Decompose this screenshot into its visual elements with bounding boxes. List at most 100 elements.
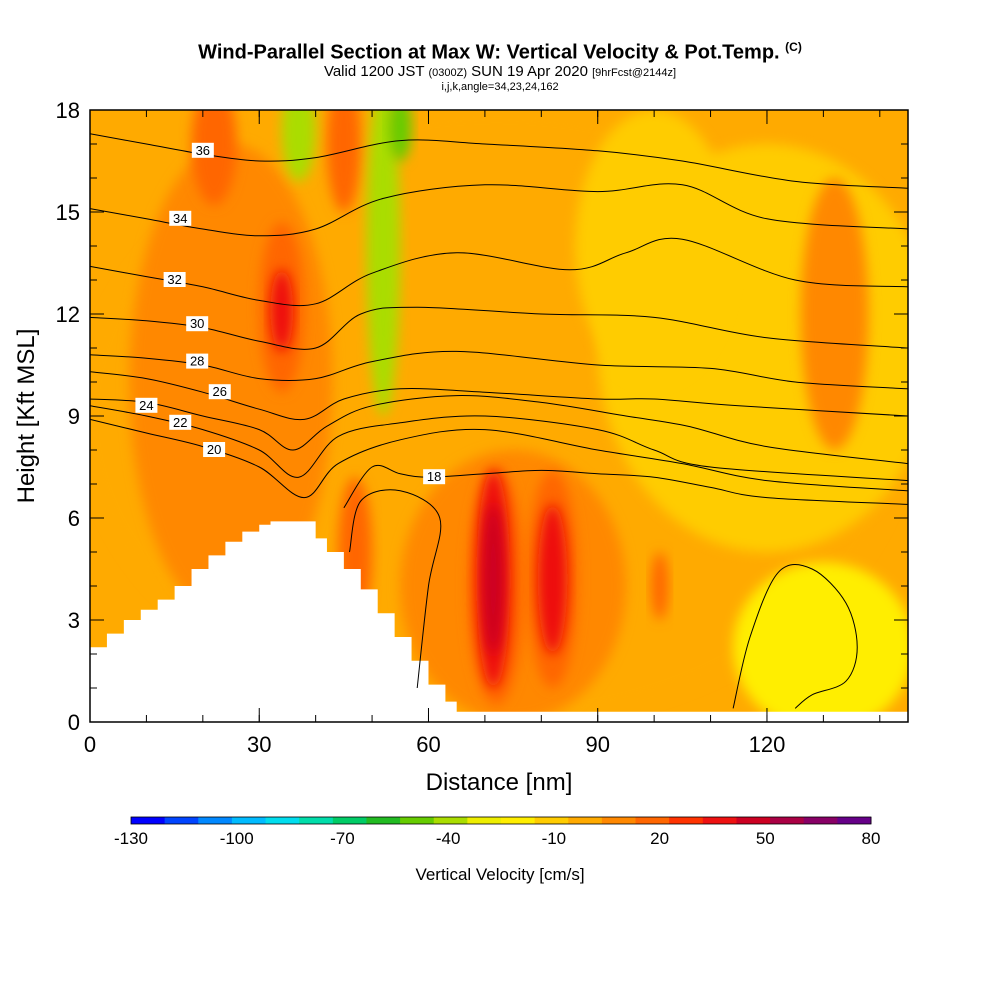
svg-text:36: 36 [196,143,210,158]
colorbar-tick-label: 80 [862,829,881,848]
y-tick-label: 3 [68,608,80,633]
colorbar-swatch [837,817,872,824]
colorbar-swatch [198,817,233,824]
x-tick-label: 90 [585,732,609,757]
svg-text:20: 20 [207,442,221,457]
terrain [90,521,908,722]
x-tick-label: 60 [416,732,440,757]
velocity-region [483,504,504,654]
colorbar-swatch [332,817,367,824]
velocity-region [191,110,237,206]
svg-text:34: 34 [173,211,187,226]
forecast-info: [9hrFcst@2144z] [592,66,677,79]
colorbar-swatch [400,817,435,824]
y-tick-label: 9 [68,404,80,429]
svg-text:30: 30 [190,316,204,331]
y-tick-label: 6 [68,506,80,531]
velocity-region [270,269,294,352]
colorbar-swatch [366,817,401,824]
velocity-region [800,178,869,450]
theta-contour-label: 28 [186,353,209,369]
x-tick-label: 120 [749,732,786,757]
svg-text:18: 18 [427,469,441,484]
velocity-region [733,562,908,722]
y-tick-label: 0 [68,710,80,735]
theta-contour-line [90,183,908,237]
theta-contour-label: 36 [191,142,214,158]
x-axis-title: Distance [nm] [426,769,573,796]
valid-time: Valid 1200 JST [323,62,425,80]
theta-contour-label: 24 [135,397,158,413]
copyright-mark: (C) [785,40,802,54]
velocity-region [388,110,412,161]
section-params: i,j,k,angle=34,23,24,162 [441,80,559,93]
theta-contour-label: 22 [169,414,192,430]
chart-title: Wind-Parallel Section at Max W: Vertical… [0,36,1000,64]
velocity-region [651,552,669,620]
colorbar-tick-label: -70 [330,829,355,848]
theta-contour-label: 26 [208,384,231,400]
svg-text:28: 28 [190,354,204,369]
valid-date: SUN 19 Apr 2020 [471,62,588,80]
svg-text:26: 26 [213,384,227,399]
colorbar-tick-label: -10 [542,829,567,848]
colorbar-swatch [770,817,805,824]
colorbar-swatch [601,817,637,824]
theta-contour-line [90,371,908,421]
x-tick-label: 0 [84,732,96,757]
colorbar-swatch [265,817,300,824]
velocity-field [90,110,908,722]
colorbar-swatch [164,817,199,824]
velocity-region [326,110,361,212]
colorbar-swatch [635,817,670,824]
velocity-region [366,110,401,416]
colorbar-swatch [534,817,569,824]
theta-contour-line [90,395,908,465]
theta-contour-label: 34 [169,210,192,226]
colorbar-swatch [568,817,603,824]
theta-contour-label: 32 [163,272,186,287]
y-tick-label: 12 [56,302,80,327]
colorbar-tick-label: 50 [756,829,775,848]
theta-contour-labels: 18 20 22 24 26 28 30 32 34 36 [135,142,446,485]
theta-contour-line [90,237,908,307]
terrain-fill [90,521,908,722]
colorbar-tick-label: -130 [114,829,148,848]
colorbar-tick-label: -100 [220,829,254,848]
theta-contour-line [349,489,442,689]
theta-contour-label: 18 [423,469,446,485]
y-tick-label: 15 [56,200,80,225]
svg-text:24: 24 [139,398,153,413]
colorbar-swatch [736,817,771,824]
chart-title-main: Wind-Parallel Section at Max W: Vertical… [198,41,780,64]
valid-utc: (0300Z) [428,66,467,79]
svg-text:22: 22 [173,415,187,430]
theta-contour-label: 20 [203,442,226,457]
colorbar-swatch [131,817,166,824]
y-axis-title: Height [Kft MSL] [13,329,40,504]
colorbar-swatch [702,817,737,824]
velocity-region [281,110,316,182]
velocity-region [575,110,734,382]
theta-contour-line [90,405,908,482]
theta-contour-line [732,564,858,709]
colorbar: -130 -100 -70 -40 -10 20 50 80 [114,816,881,848]
colorbar-swatch [299,817,334,824]
svg-text:32: 32 [167,272,181,287]
colorbar-swatch [501,817,536,824]
colorbar-swatch [467,817,502,824]
colorbar-swatch [669,817,704,824]
theta-contour-line [343,464,908,509]
title-block: Wind-Parallel Section at Max W: Vertical… [0,36,1000,93]
colorbar-swatch [803,817,838,824]
theta-contour-label: 30 [186,316,209,332]
colorbar-tick-label: -40 [436,829,461,848]
x-tick-label: 30 [247,732,271,757]
colorbar-swatch [231,817,267,824]
colorbar-title: Vertical Velocity [cm/s] [415,865,584,884]
colorbar-swatch [433,817,468,824]
chart-subtitle: Valid 1200 JST (0300Z) SUN 19 Apr 2020 [… [0,62,1000,81]
y-tick-label: 18 [56,98,80,123]
